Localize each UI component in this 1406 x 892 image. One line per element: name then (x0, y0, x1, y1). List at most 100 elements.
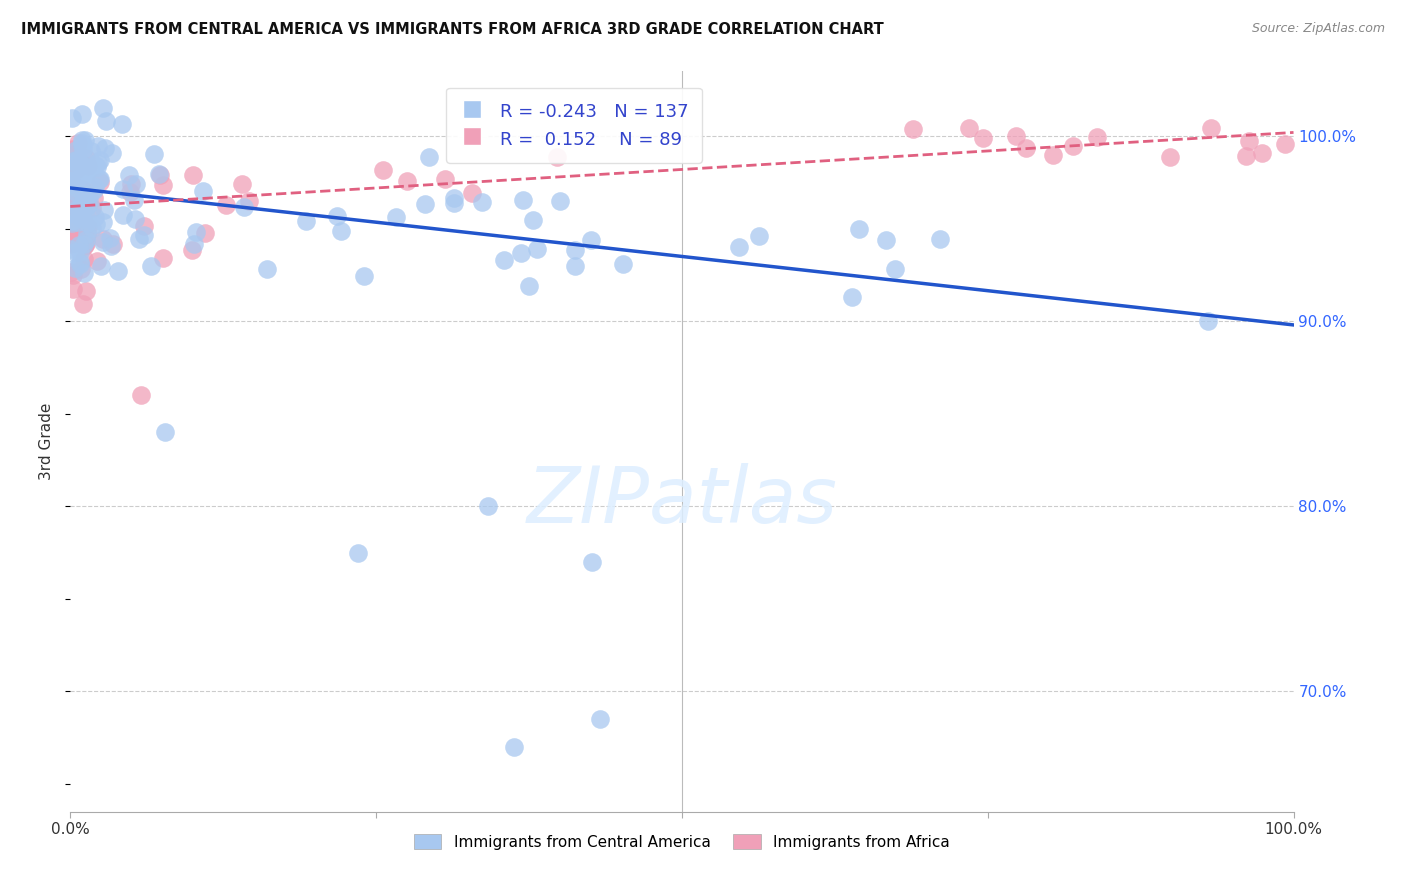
Point (69, 255, 91, 269)
Point (875, 233, 897, 247)
Point (82, 201, 104, 215)
Point (91, 232, 114, 246)
Point (148, 168, 170, 182)
Point (60, 222, 83, 236)
Point (60, 112, 83, 126)
Point (69, 224, 91, 238)
Point (903, 121, 925, 136)
Point (1199, 120, 1222, 135)
Point (510, 246, 533, 260)
Point (67, 202, 90, 216)
Point (73, 190, 96, 204)
Point (62, 188, 84, 202)
Point (86, 138, 108, 153)
Point (67, 174, 90, 188)
Point (59, 178, 82, 192)
Point (70, 106, 93, 120)
Point (62, 176, 84, 190)
Point (70, 184, 93, 198)
Point (112, 181, 135, 195)
Point (75, 185, 97, 199)
Point (181, 168, 204, 182)
Point (91, 215, 114, 229)
Point (69, 203, 91, 218)
Point (65, 207, 87, 221)
Point (124, 212, 146, 227)
Point (66, 161, 89, 176)
Point (84, 210, 107, 224)
Point (72, 171, 94, 186)
Point (134, 219, 156, 233)
Point (326, 209, 349, 223)
Point (101, 146, 124, 161)
Point (848, 221, 870, 235)
Point (60, 174, 83, 188)
Point (841, 290, 863, 304)
Point (72, 151, 94, 165)
Point (589, 712, 612, 726)
Point (73, 167, 96, 181)
Point (564, 243, 586, 257)
Point (256, 261, 278, 276)
Point (89, 153, 111, 168)
Point (66, 181, 89, 195)
Point (75, 284, 97, 298)
Point (77, 159, 100, 173)
Point (87, 155, 110, 169)
Point (100, 239, 122, 253)
Point (1015, 141, 1038, 155)
Point (70, 262, 93, 277)
Point (65, 156, 87, 170)
Point (66, 193, 89, 207)
Point (579, 233, 602, 247)
Point (233, 200, 256, 214)
Point (180, 244, 202, 258)
Point (66, 209, 89, 223)
Point (193, 226, 215, 240)
Point (63, 198, 86, 212)
Point (295, 214, 318, 228)
Point (67, 237, 90, 252)
Point (76, 160, 98, 174)
Point (76, 186, 98, 201)
Point (728, 240, 751, 254)
Point (72, 194, 94, 208)
Point (1087, 130, 1109, 145)
Point (522, 213, 544, 227)
Point (564, 259, 586, 273)
Point (82, 221, 104, 235)
Point (73, 162, 96, 177)
Point (60, 216, 83, 230)
Point (66, 215, 89, 229)
Point (66, 211, 89, 226)
Point (1274, 136, 1296, 151)
Point (129, 388, 152, 402)
Point (59, 195, 82, 210)
Point (972, 130, 994, 145)
Point (141, 259, 163, 273)
Point (512, 194, 534, 208)
Point (62, 148, 84, 162)
Point (89, 175, 111, 189)
Point (546, 150, 568, 164)
Point (62, 177, 84, 191)
Point (492, 252, 515, 267)
Point (86, 254, 108, 268)
Point (72, 194, 94, 208)
Point (62, 173, 84, 187)
Point (59, 161, 82, 176)
Point (62, 180, 84, 194)
Point (76, 220, 98, 235)
Point (65, 185, 87, 199)
Point (76, 166, 98, 180)
Point (443, 196, 465, 211)
Point (215, 198, 238, 212)
Point (76, 227, 98, 241)
Point (75, 233, 97, 247)
Point (73, 237, 96, 252)
Point (83, 191, 105, 205)
Point (155, 425, 177, 440)
Point (93, 101, 115, 115)
Text: ZIPatlas: ZIPatlas (526, 463, 838, 539)
Point (90, 259, 112, 273)
